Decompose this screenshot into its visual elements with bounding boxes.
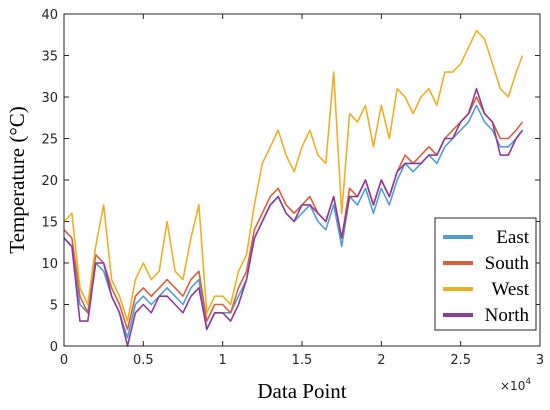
x-tick-label: 1.5: [292, 353, 313, 368]
series-line-west: [63, 29, 524, 322]
legend: East South West North: [434, 217, 537, 331]
y-tick-label: 30: [41, 91, 58, 106]
y-tick-label: 40: [41, 8, 58, 23]
legend-label-east: East: [496, 227, 529, 248]
legend-label-west: West: [491, 279, 529, 300]
y-tick-label: 0: [50, 340, 58, 355]
legend-label-south: South: [485, 253, 530, 274]
x-tick-label: 0.5: [133, 353, 154, 368]
series-layer: [63, 29, 524, 347]
x-tick-label: 0: [60, 353, 68, 368]
x-exponent-base: ×10: [500, 379, 525, 393]
series-line-north: [63, 87, 524, 347]
x-tick-label: 2.5: [450, 353, 471, 368]
legend-label-north: North: [485, 305, 530, 326]
y-tick-label: 15: [41, 216, 58, 231]
x-axis-title: Data Point: [257, 379, 346, 403]
plot-frame: [63, 13, 541, 347]
y-tick-label: 35: [41, 50, 58, 65]
y-tick-label: 25: [41, 133, 58, 148]
x-tick-label: 3: [536, 353, 544, 368]
y-tick-label: 5: [50, 299, 58, 314]
y-tick-label: 20: [41, 174, 58, 189]
legend-entries: East South West North: [443, 227, 530, 326]
x-tick-label: 2: [377, 353, 385, 368]
x-exponent-label: ×104: [500, 377, 531, 393]
series-line-south: [63, 96, 524, 331]
y-axis-title: Temperature (°C): [5, 106, 29, 253]
y-tick-label: 10: [41, 257, 58, 272]
x-tick-label: 1: [219, 353, 227, 368]
x-exponent-power: 4: [525, 377, 531, 387]
